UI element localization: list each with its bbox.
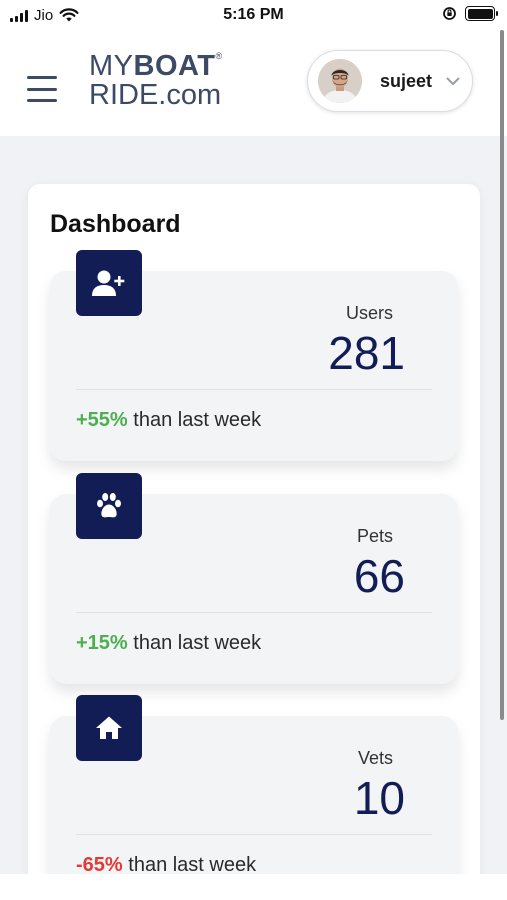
dashboard-card: Dashboard Users 281 +55% than last week xyxy=(28,184,480,874)
stat-value: 281 xyxy=(328,327,405,379)
stat-value: 10 xyxy=(353,772,405,824)
logo-my: MY xyxy=(89,50,134,82)
stat-change-suffix: than last week xyxy=(127,632,262,654)
main-content[interactable]: Dashboard Users 281 +55% than last week xyxy=(0,136,507,874)
stat-icon-box xyxy=(76,695,142,761)
status-left: Jio xyxy=(10,7,79,24)
status-bar: Jio 5:16 PM xyxy=(0,0,507,30)
stat-label: Vets xyxy=(357,748,393,768)
stat-card-pets: Pets 66 +15% than last week xyxy=(50,473,458,684)
stat-change-suffix: than last week xyxy=(127,409,262,431)
profile-dropdown-button[interactable]: sujeet xyxy=(307,50,473,112)
carrier-label: Jio xyxy=(34,7,54,24)
stat-change-text: +55% than last week xyxy=(76,409,261,432)
stat-card-users: Users 281 +55% than last week xyxy=(50,250,458,461)
page-title: Dashboard xyxy=(50,210,181,238)
stat-label: Users xyxy=(345,303,393,323)
avatar xyxy=(318,59,362,103)
stat-icon-box xyxy=(76,473,142,539)
stat-value: 66 xyxy=(353,550,405,602)
cellular-signal-icon xyxy=(10,9,28,22)
hamburger-menu-icon[interactable] xyxy=(27,76,57,102)
orientation-lock-icon xyxy=(443,7,456,20)
stat-label: Pets xyxy=(356,526,393,546)
stat-change-percent: +15% xyxy=(76,632,128,654)
scrollbar-thumb[interactable] xyxy=(500,30,504,720)
divider xyxy=(76,612,432,613)
divider xyxy=(76,389,432,390)
chevron-down-icon xyxy=(446,77,460,85)
status-time: 5:16 PM xyxy=(223,6,284,23)
stat-change-text: -65% than last week xyxy=(76,854,256,874)
brand-logo[interactable]: MYBOAT® RIDE.com xyxy=(89,52,223,110)
stat-change-suffix: than last week xyxy=(122,854,257,874)
status-right xyxy=(442,6,498,21)
battery-icon xyxy=(465,6,498,21)
stat-change-percent: +55% xyxy=(76,409,128,431)
paw-icon xyxy=(97,493,121,518)
divider xyxy=(76,834,432,835)
stat-card-vets: Vets 10 -65% than last week xyxy=(50,695,458,874)
stat-change-percent: -65% xyxy=(76,854,123,874)
stat-change-text: +15% than last week xyxy=(76,632,261,655)
logo-registered-mark: ® xyxy=(215,51,223,61)
logo-boat: BOAT xyxy=(133,50,216,82)
bottom-safe-area xyxy=(0,874,507,900)
username-label: sujeet xyxy=(380,70,433,91)
home-icon xyxy=(96,716,122,739)
add-user-icon xyxy=(92,270,125,296)
wifi-icon xyxy=(59,8,79,22)
logo-ride-com: RIDE.com xyxy=(89,79,222,111)
stat-icon-box xyxy=(76,250,142,316)
app-header: MYBOAT® RIDE.com sujeet xyxy=(0,30,507,136)
